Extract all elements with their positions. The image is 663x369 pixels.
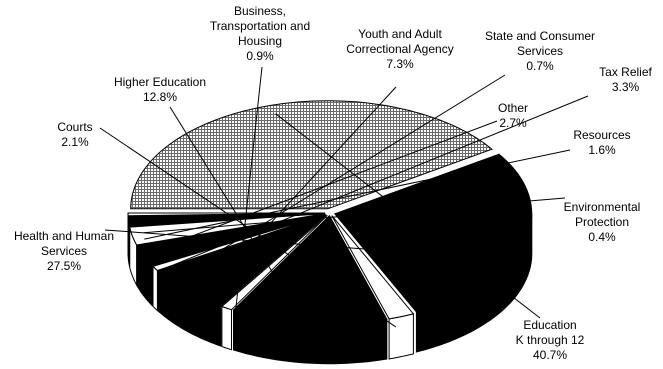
label-higher-education: Higher Education 12.8% (113, 75, 207, 104)
label-youth-adult-correctional: Youth and Adult Correctional Agency 7.3% (346, 27, 454, 71)
label-tax-relief: Tax Relief 3.3% (599, 65, 652, 94)
label-courts: Courts 2.1% (57, 120, 93, 149)
slice-business-transportation-and-housing (220, 215, 328, 311)
label-environmental-protection: Environmental Protection 0.4% (563, 200, 641, 244)
label-education-k12: Education K through 12 40.7% (515, 318, 585, 362)
slice-health-and-human-services (333, 153, 533, 313)
leader-line-health-and-human-services (104, 229, 510, 261)
leader-line-other (147, 120, 498, 254)
label-resources: Resources 1.6% (573, 128, 631, 157)
label-health-human-services: Health and Human Services 27.5% (13, 229, 115, 273)
leader-line-business-transportation-and-housing (234, 66, 263, 320)
leader-line-higher-education (169, 106, 311, 334)
slice-side-state-and-consumer-services (152, 265, 158, 312)
leader-line-education-k-through-12 (275, 113, 541, 319)
slice-side-business-transportation-and-housing (221, 305, 232, 351)
label-state-consumer-services: State and Consumer Services 0.7% (484, 29, 596, 73)
leader-line-youth-and-adult-correctional-agency (196, 86, 397, 304)
slice-tax-relief (136, 213, 326, 267)
leader-line-tax-relief (158, 95, 589, 272)
slice-education-k-through-12 (130, 100, 493, 210)
label-business-transportation-housing: Business, Transportation and Housing 0.9% (209, 4, 311, 63)
leader-line-courts (99, 127, 397, 328)
slice-side-courts (388, 313, 414, 360)
slice-youth-and-adult-correctional-agency (157, 214, 327, 307)
slice-courts (331, 215, 415, 320)
pie-sides (127, 213, 533, 365)
pie-slices (127, 100, 533, 325)
leader-line-state-and-consumer-services (168, 74, 506, 283)
leader-line-resources (144, 149, 571, 240)
leader-line-environmental-protection (143, 197, 566, 234)
label-other: Other 2.7% (497, 101, 528, 130)
slice-environmental-protection (127, 212, 326, 217)
leader-lines (99, 66, 589, 334)
